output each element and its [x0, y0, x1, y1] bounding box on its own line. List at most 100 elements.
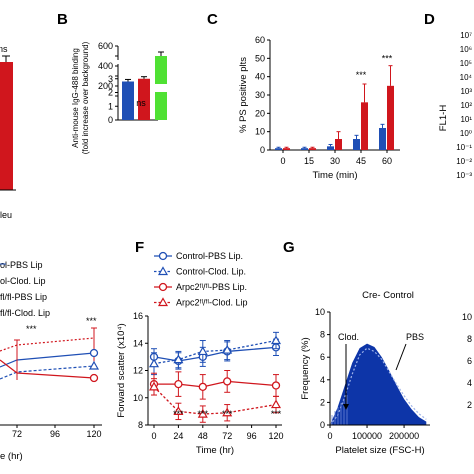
panel-f-legend-label: Control-Clod. Lip. [176, 267, 246, 277]
panel-c-bar [387, 85, 394, 150]
panel-e-series-line [0, 352, 95, 368]
panel-e-series-line [0, 359, 95, 379]
panel-e-marker [88, 360, 100, 370]
panel-c-xtick-label: 60 [382, 156, 392, 166]
panel-e-series-line [0, 337, 95, 352]
panel-f-xtick-label: 24 [173, 431, 183, 441]
panel-b-annotation: ns [136, 98, 146, 108]
panel-b-ytick-label: 400 [98, 61, 113, 71]
panel-d-ytick-label: 10¹ [460, 115, 472, 124]
panel-f-series-line [153, 339, 277, 365]
panel-a-fragment: ns leu [0, 44, 16, 220]
panel-b-ylabel-line1: Anti-mouse IgG-488 binding [71, 48, 80, 148]
panel-c-bar [327, 146, 334, 150]
panel-f-chart: 8 10 12 14 16 0 24 48 72 96 120 *** *** *** *** Control… [116, 251, 284, 456]
panel-g-ytick-label: 6 [320, 352, 325, 362]
panel-d-ytick-label: 10³ [460, 87, 472, 96]
panel-g2-ytick-label: 6 [467, 356, 472, 366]
panel-g-chart: Cre- Control 0 2 4 6 8 10 0 100000 200000 Clod. PBS… [300, 290, 430, 456]
panel-c-bar [283, 148, 290, 150]
panel-f-legend-label: Control-PBS Lip. [176, 251, 243, 261]
panel-f-marker [174, 379, 183, 389]
panel-b-ytick-label: 0 [108, 115, 113, 125]
panel-e-xtick-2: 120 [86, 429, 101, 439]
panel-f-legend-marker [158, 251, 168, 261]
panel-f-marker [198, 382, 207, 392]
panel-g-xtick-label: 100000 [352, 431, 382, 441]
panel-d-fragment: FL1-H 10⁷ 10⁶ 10⁵ 10⁴ 10³ 10² 10¹ 10⁰ 10⁻¹ 10⁻² 10… [438, 31, 473, 180]
panel-c-xtick-label: 15 [304, 156, 314, 166]
panel-letter-g: G [283, 239, 295, 256]
panel-g-arrowhead-clod [343, 404, 349, 410]
panel-f-ytick-label: 16 [133, 311, 143, 321]
panel-g-area-pbs [330, 343, 427, 425]
panel-f-marker [271, 381, 281, 390]
panel-c-bar [309, 148, 316, 150]
panel-f-ytick-label: 10 [133, 393, 143, 403]
panel-f-xtick-label: 48 [198, 431, 208, 441]
panel-f-xtick-label: 72 [222, 431, 232, 441]
panel-letter-d: D [424, 11, 435, 28]
panel-b-ytick-label: 200 [98, 81, 113, 91]
panel-a-bar [0, 62, 13, 190]
panel-c-chart: 0 10 20 30 40 50 60 0 15 30 45 60 *** *** Time (min) % … [238, 35, 400, 181]
panel-b-ytick-label: 3 [108, 74, 113, 84]
panel-f-xtick-label: 120 [268, 431, 283, 441]
panel-c-ytick-label: 10 [255, 127, 265, 137]
panel-d-ytick-label: 10² [460, 101, 472, 110]
panel-f-ylabel: Forward scatter (x10⁴) [116, 323, 127, 417]
panel-c-bar [335, 139, 342, 150]
panel-d-ytick-label: 10⁻² [456, 157, 472, 166]
panel-c-xtick-label: 30 [330, 156, 340, 166]
panel-g2-ytick-label: 4 [467, 378, 472, 388]
panel-d-ylabel: FL1-H [438, 105, 449, 132]
panel-g-ytick-label: 10 [315, 307, 325, 317]
panel-g-xlabel: Platelet size (FSC-H) [335, 445, 424, 456]
panel-e-series-line [0, 365, 95, 380]
panel-f-marker [222, 407, 233, 417]
panel-e-xtick-1: 96 [50, 429, 60, 439]
panel-a-xcat: leu [0, 210, 12, 220]
panel-f-xtick-label: 0 [151, 431, 156, 441]
panel-g-arrow-pbs [395, 343, 407, 371]
panel-c-bar [361, 102, 368, 150]
panel-c-ytick-label: 30 [255, 90, 265, 100]
panel-c-xtick-label: 0 [280, 156, 285, 166]
panel-f-marker [270, 399, 282, 409]
panel-c-xtick-label: 45 [356, 156, 366, 166]
panel-a-ns: ns [0, 44, 8, 54]
panel-e-legend-0: ol-PBS Lip [0, 260, 43, 270]
panel-f-annotation: *** [198, 409, 209, 419]
panel-letter-b: B [57, 11, 68, 28]
panel-g2-ytick-label: 10 [462, 312, 472, 322]
panel-letter-f: F [135, 239, 144, 256]
panel-c-ytick-label: 50 [255, 53, 265, 63]
panel-f-annotation: *** [271, 409, 282, 419]
panel-g2-fragment: 10 8 6 4 2 [462, 312, 472, 410]
panel-g-xtick-label: 200000 [389, 431, 419, 441]
panel-f-marker [197, 346, 208, 356]
panel-c-ytick-label: 40 [255, 72, 265, 82]
panel-g-label-clod: Clod. [338, 332, 359, 342]
panel-f-series-line [154, 380, 277, 388]
panel-e-legend-1: ol-Clod. Lip [0, 276, 46, 286]
panel-b-bar [138, 78, 150, 120]
panel-g-ytick-label: 2 [320, 397, 325, 407]
panel-c-bar [379, 128, 386, 150]
panel-c-annotation: *** [382, 53, 393, 63]
panel-f-series-line [153, 346, 277, 362]
panel-g-xtick-label: 0 [327, 431, 332, 441]
panel-c-bar [275, 148, 282, 150]
panel-g-label-pbs: PBS [406, 332, 424, 342]
panel-b-bar-break [154, 84, 168, 92]
panel-g-ytick-label: 0 [320, 420, 325, 430]
panel-d-ytick-label: 10⁰ [460, 129, 472, 138]
panel-b-ytick-label: 1 [108, 101, 113, 111]
panel-c-annotation: *** [356, 70, 367, 80]
panel-d-ytick-label: 10⁵ [460, 59, 472, 68]
panel-e-star-1: *** [86, 316, 97, 326]
panel-f-marker [270, 335, 282, 345]
panel-c-ytick-label: 20 [255, 108, 265, 118]
panel-f-marker [223, 377, 232, 386]
